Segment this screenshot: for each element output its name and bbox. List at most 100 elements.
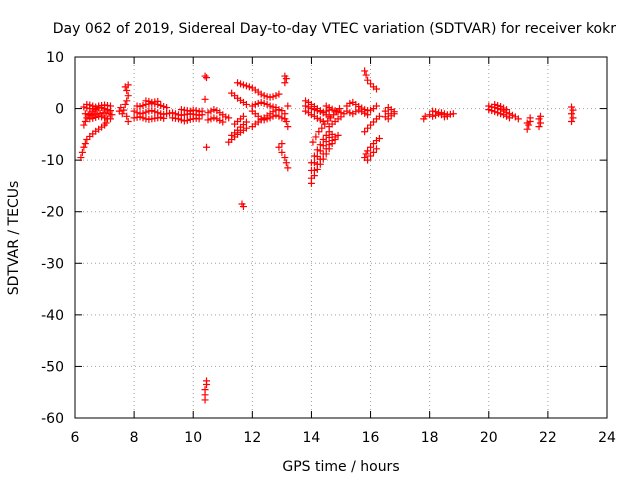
data-point xyxy=(81,140,89,148)
x-tick-label: 18 xyxy=(421,430,439,446)
data-point xyxy=(219,118,227,126)
data-point xyxy=(278,114,286,122)
data-point xyxy=(331,107,339,115)
data-point xyxy=(367,121,375,129)
data-point xyxy=(124,117,132,125)
data-point xyxy=(307,105,315,113)
data-point xyxy=(370,118,378,126)
data-point xyxy=(372,102,380,110)
data-point xyxy=(222,113,230,121)
data-point xyxy=(526,114,534,122)
data-point xyxy=(316,147,324,155)
x-tick-label: 10 xyxy=(184,430,202,446)
data-point xyxy=(505,114,513,122)
data-point xyxy=(204,116,212,124)
data-point xyxy=(364,111,372,119)
data-point xyxy=(346,109,354,117)
y-tick-label: -30 xyxy=(41,256,64,272)
data-point xyxy=(325,141,333,149)
data-point xyxy=(157,113,165,121)
data-point xyxy=(80,121,88,129)
data-point xyxy=(98,113,106,121)
data-point xyxy=(284,164,292,172)
data-point xyxy=(497,110,505,118)
x-tick-label: 20 xyxy=(480,430,498,446)
data-point xyxy=(375,112,383,120)
data-point xyxy=(372,145,380,153)
data-point xyxy=(316,141,324,149)
data-point xyxy=(254,99,262,107)
data-point xyxy=(269,93,277,101)
data-point xyxy=(145,97,153,105)
data-point xyxy=(92,113,100,121)
data-point xyxy=(105,110,113,118)
data-point xyxy=(257,90,265,98)
data-point xyxy=(278,140,286,148)
data-point xyxy=(239,203,247,211)
data-point xyxy=(432,108,440,116)
data-point xyxy=(491,100,499,108)
data-point xyxy=(124,81,132,89)
data-point xyxy=(523,125,531,133)
data-point xyxy=(364,147,372,155)
y-tick-label: -50 xyxy=(41,359,64,375)
data-point xyxy=(248,102,256,110)
data-point xyxy=(307,174,315,182)
x-tick-label: 24 xyxy=(598,430,616,446)
data-point xyxy=(160,103,168,111)
data-point xyxy=(313,146,321,154)
data-point xyxy=(260,92,268,100)
data-point xyxy=(313,160,321,168)
data-point xyxy=(503,112,511,120)
data-point xyxy=(201,396,209,404)
data-point xyxy=(278,148,286,156)
data-point xyxy=(328,137,336,145)
data-point xyxy=(78,148,86,156)
data-point xyxy=(225,114,233,122)
data-point xyxy=(327,114,335,122)
y-tick-label: 10 xyxy=(46,50,64,66)
data-point xyxy=(325,104,333,112)
data-point xyxy=(370,140,378,148)
data-point xyxy=(370,148,378,156)
data-point xyxy=(281,110,289,118)
data-point xyxy=(569,114,577,122)
data-point xyxy=(364,124,372,132)
data-point xyxy=(316,108,324,116)
data-point xyxy=(281,154,289,162)
x-tick-label: 16 xyxy=(362,430,380,446)
data-point xyxy=(203,74,211,82)
data-point xyxy=(500,104,508,112)
data-point xyxy=(83,136,91,144)
data-point xyxy=(568,117,576,125)
data-point xyxy=(319,136,327,144)
data-point xyxy=(367,152,375,160)
data-point xyxy=(237,80,245,88)
data-point xyxy=(242,118,250,126)
data-point xyxy=(316,116,324,124)
data-point xyxy=(201,95,209,103)
data-point xyxy=(210,106,218,114)
data-point xyxy=(503,106,511,114)
data-point xyxy=(198,107,206,115)
data-point xyxy=(337,113,345,121)
data-point xyxy=(568,110,576,118)
data-point xyxy=(174,115,182,123)
data-point xyxy=(207,107,215,115)
data-point xyxy=(375,134,383,142)
data-point xyxy=(136,113,144,121)
data-point xyxy=(260,99,268,107)
data-point xyxy=(313,107,321,115)
data-point xyxy=(242,82,250,90)
data-point xyxy=(319,142,327,150)
data-point xyxy=(325,112,333,120)
y-tick-label: -20 xyxy=(41,205,64,221)
data-point xyxy=(494,101,502,109)
data-point xyxy=(321,120,329,128)
tick-labels: 6 8 10 12 14 16 18 20 22 24 10 0 -10 -20 -30 -40 -50 -60 xyxy=(41,50,616,446)
data-point xyxy=(242,124,250,132)
data-point xyxy=(312,133,320,141)
x-tick-label: 6 xyxy=(71,430,80,446)
data-point xyxy=(239,81,247,89)
data-point xyxy=(123,87,131,95)
